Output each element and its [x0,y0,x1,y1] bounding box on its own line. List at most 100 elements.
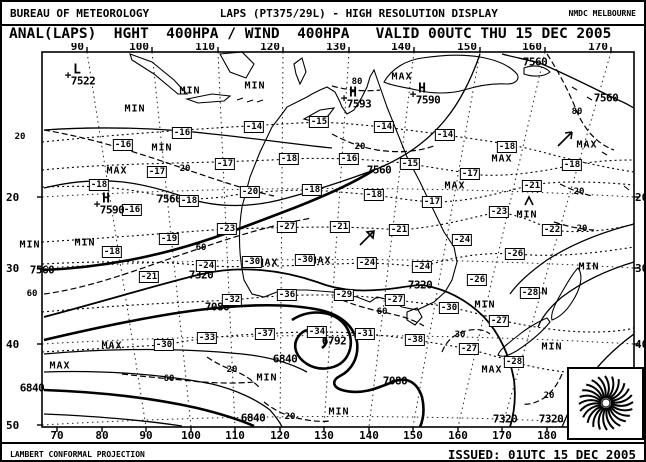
projection-label: LAMBERT CONFORMAL PROJECTION [10,449,145,459]
graticule-meridian [279,51,284,428]
cyclone-swirl-ray [579,394,602,403]
coastline-australia [238,68,458,311]
axis-label-top: 160 [522,40,542,53]
cyclone-swirl-ray [591,379,605,399]
logo-box [567,367,644,440]
axis-label-right: 20 [635,191,646,204]
cyclone-swirl-ray [608,406,627,423]
cyclone-swirl-ray [609,405,630,417]
axis-label-top: 110 [195,40,215,53]
wind-barb-icon [524,195,534,206]
coastline-sumatra [129,53,189,95]
cyclone-swirl-ray [582,404,602,418]
axis-label-left: 40 [6,338,19,351]
axis-label-bottom: 130 [314,429,334,442]
coastline-layer [129,51,630,357]
wind-barb-icon [359,230,375,246]
isotach-line [206,356,261,389]
axis-label-top: 140 [391,40,411,53]
cyclone-swirl-ray [585,383,604,400]
cyclone-logo-icon [578,375,634,431]
agency-name: BUREAU OF METEOROLOGY [10,6,150,20]
isotach-line [553,221,595,231]
cyclone-swirl-ray [605,407,615,430]
axis-label-bottom: 90 [139,429,152,442]
graticule-meridian [412,51,481,428]
axis-label-top: 90 [71,40,84,53]
height-contour-north-thin [43,127,333,149]
title-bar: BUREAU OF METEOROLOGY LAPS (PT375/29L) -… [2,2,644,26]
axis-label-bottom: 180 [537,429,557,442]
cyclone-swirl-ray [578,399,602,405]
cyclone-swirl-ray [610,388,630,402]
product-title: LAPS (PT375/29L) - HIGH RESOLUTION DISPL… [219,6,498,20]
graticule-parallel [41,335,635,345]
axis-label-top: 120 [260,40,280,53]
height-contour-south-thin [43,370,283,428]
height-contour-7560-ridge [43,168,375,272]
coastline-new-zealand-south-island [497,317,551,357]
axis-label-bottom: 100 [181,429,201,442]
axis-label-bottom: 140 [359,429,379,442]
coastline-small-islands [236,86,630,191]
cyclone-swirl-ray [608,379,620,400]
wind-barb-icon [557,131,573,147]
isotherm-line [41,211,635,243]
isotach-line [331,85,381,92]
coastline-sulawesi [293,57,307,86]
axis-label-bottom: 120 [270,429,290,442]
graticule-parallel [41,416,635,426]
isotach-line [331,133,435,153]
coastline-timor [302,107,336,122]
cyclone-swirl-ray [582,389,603,401]
axis-label-left: 20 [6,191,19,204]
cyclone-swirl-ray [602,407,608,431]
cyclone-swirl-ray [592,406,604,427]
axis-label-top: 170 [588,40,608,53]
isotherm-line [41,246,635,268]
cyclone-swirl-ray [597,376,607,399]
height-contour-northeast-thin [509,223,635,295]
graticule-meridian [457,51,546,428]
axis-label-right: 40 [635,338,646,351]
coastline-tasmania [406,307,423,326]
isotach-line [43,217,313,295]
issuing-office: NMDC MELBOURNE [568,8,636,18]
axis-label-left: 50 [6,419,19,432]
axis-label-bottom: 70 [50,429,63,442]
height-contour-northeast-thin [537,261,635,328]
isotach-line [546,53,615,151]
cyclone-swirl-ray [607,407,621,427]
graticule-meridian [323,51,350,428]
isotherm-line [41,121,635,173]
isotach-line [441,328,491,353]
axis-label-bottom: 150 [403,429,423,442]
height-contour-layer [43,53,635,428]
height-contour-south-thin [43,413,183,427]
cyclone-swirl-ray [609,382,626,401]
issued-timestamp: ISSUED: 01UTC 15 DEC 2005 [447,446,636,462]
isotach-line [559,183,593,197]
wind-barb-layer [359,131,573,246]
graticule-meridian [151,51,192,428]
height-contour-6840-closed-low [291,311,353,370]
isotherm-layer [41,121,635,375]
coastline-borneo [219,51,255,79]
cyclone-swirl-ray [604,375,610,399]
axis-label-top: 130 [326,40,346,53]
cyclone-swirl-ray [606,376,615,399]
field-valid-line: ANAL(LAPS) HGHT 400HPA / WIND 400HPA VAL… [2,26,644,43]
axis-label-bottom: 170 [492,429,512,442]
height-contour-6840-west [43,388,255,428]
axis-label-right: 30 [635,262,646,275]
cyclone-eye [601,398,611,408]
isotach-line [263,401,331,422]
isotach-line [341,299,425,327]
map-frame [41,51,635,428]
coastline-new-britain [523,65,551,77]
isotherm-line [41,181,635,203]
coastline-java [184,93,232,104]
graticule-meridian [86,51,147,428]
height-contour-south-thin [43,348,308,373]
